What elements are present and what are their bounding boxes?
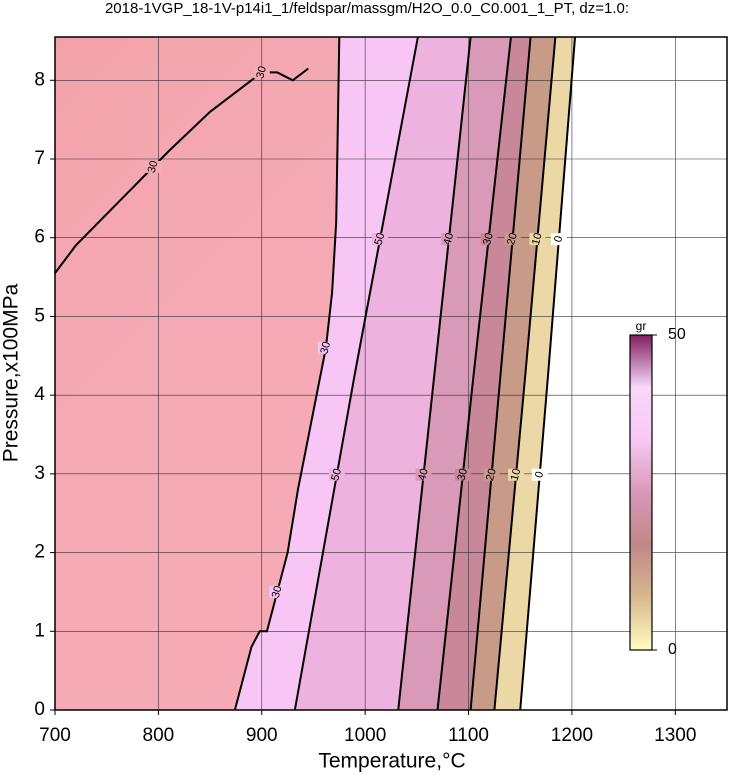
x-axis-label: Temperature,°C [318, 750, 465, 773]
contour-label-bg [415, 468, 432, 481]
contour-line [293, 36, 419, 711]
contour-label-bg [317, 341, 334, 354]
contour-line [397, 36, 472, 711]
contour-line [436, 36, 512, 711]
contour-label: 30 [455, 467, 470, 482]
colorbar-tick-label: 0 [668, 641, 677, 658]
contour-label-bg [508, 468, 525, 481]
y-tick-label: 6 [34, 227, 45, 248]
contour-label: 40 [416, 467, 431, 482]
y-tick-label: 4 [34, 384, 45, 405]
contour-label: 30 [146, 159, 161, 174]
contour-label-bg [372, 233, 389, 246]
contour-label: 30 [318, 340, 333, 355]
contour-label: 10 [530, 232, 545, 247]
contour-label-bg [253, 66, 270, 79]
y-tick-label: 5 [34, 305, 45, 326]
contour-label-bg [328, 468, 345, 481]
contour-line [519, 36, 577, 711]
contour-line [54, 67, 309, 274]
x-tick-label: 1300 [654, 725, 696, 746]
contour-label-bg [550, 233, 567, 246]
x-tick-label: 800 [143, 725, 175, 746]
contour-label-bg [269, 585, 286, 598]
x-tick-label: 1200 [551, 725, 593, 746]
contour-label: 40 [441, 232, 456, 247]
y-axis-label: Pressure,x100MPa [0, 283, 23, 462]
contour-label: 30 [254, 65, 269, 80]
colorbar [629, 334, 653, 651]
contour-label: 30 [481, 232, 496, 247]
contour-label: 30 [270, 584, 285, 599]
x-tick-label: 1100 [448, 725, 489, 746]
plot-frame [54, 36, 728, 711]
contour-label: 20 [484, 467, 499, 482]
y-tick-label: 2 [34, 542, 45, 563]
contour-label: 50 [329, 467, 344, 482]
x-tick-label: 900 [246, 725, 278, 746]
contour-label-bg [483, 468, 500, 481]
y-tick-label: 0 [34, 699, 45, 720]
contour-label: 50 [373, 232, 388, 247]
contour-line [469, 36, 532, 711]
y-tick-label: 8 [34, 69, 45, 90]
y-tick-label: 1 [34, 620, 45, 641]
colorbar-label: gr [636, 319, 647, 333]
y-tick-label: 3 [34, 463, 45, 484]
contour-label-bg [529, 233, 546, 246]
y-tick-label: 7 [34, 148, 45, 169]
contour-label-bg [145, 160, 162, 173]
chart-title: 2018-1VGP_18-1V-p14i1_1/feldspar/massgm/… [105, 0, 629, 17]
contour-label-bg [454, 468, 471, 481]
x-tick-label: 1000 [344, 725, 386, 746]
contour-line [493, 36, 557, 711]
contour-label-bg [531, 468, 548, 481]
colorbar-tick-label: 50 [668, 326, 686, 343]
contour-line [233, 36, 341, 711]
contour-label-bg [480, 233, 497, 246]
contour-label: 0 [533, 470, 546, 479]
contour-label: 0 [552, 235, 565, 244]
contour-label-bg [440, 233, 457, 246]
contour-label: 20 [505, 232, 520, 247]
contour-label-bg [504, 233, 521, 246]
contour-label: 10 [509, 467, 524, 482]
x-tick-label: 700 [39, 725, 71, 746]
